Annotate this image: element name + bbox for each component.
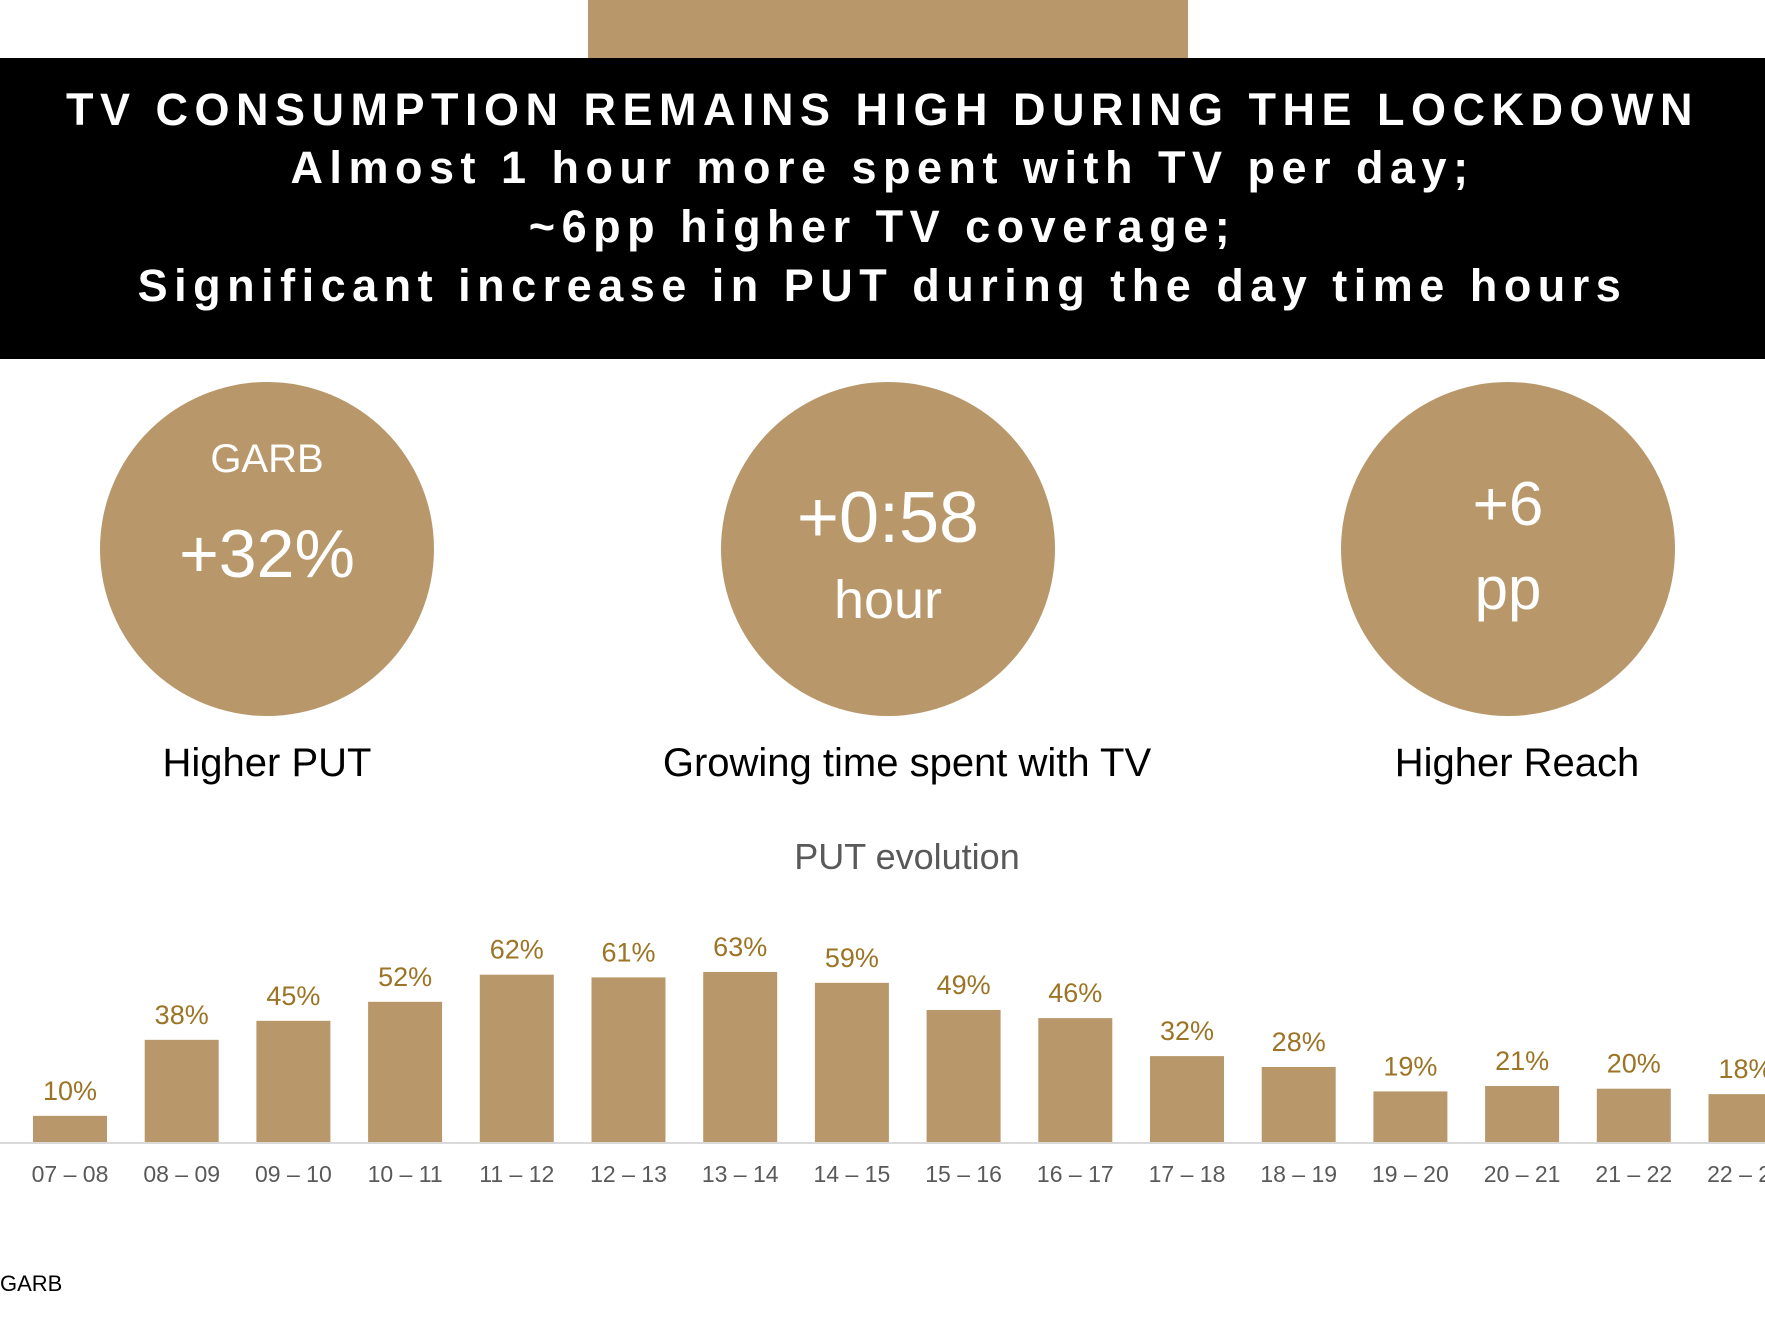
data-label-6: 63% — [713, 932, 767, 962]
data-label-3: 52% — [378, 962, 432, 992]
data-label-10: 32% — [1160, 1016, 1214, 1046]
x-tick-label-15: 22 – 23 — [1707, 1161, 1765, 1187]
bar-3 — [368, 1001, 443, 1143]
bar-9 — [1038, 1018, 1113, 1143]
bar-10 — [1150, 1056, 1224, 1143]
bar-6 — [703, 971, 778, 1143]
kpi-reach-caption: Higher Reach — [1394, 741, 1640, 785]
bar-15 — [1708, 1094, 1765, 1143]
x-tick-label-4: 11 – 12 — [479, 1161, 554, 1187]
top-accent-bar — [588, 0, 1188, 58]
x-tick-label-10: 17 – 18 — [1149, 1161, 1226, 1187]
x-tick-label-12: 19 – 20 — [1372, 1161, 1449, 1187]
page-title: TV CONSUMPTION REMAINS HIGH DURING THE L… — [66, 84, 1699, 135]
bar-12 — [1373, 1091, 1448, 1143]
bars-group: 10% 07 – 08 38% 08 – 09 45% 09 – 10 52% 10 – 11… — [32, 932, 1765, 1187]
bar-4 — [479, 974, 554, 1143]
kpi-put-circle: GARB +32% — [100, 382, 434, 716]
bar-8 — [926, 1009, 1001, 1143]
x-tick-label-11: 18 – 19 — [1260, 1161, 1337, 1187]
bar-2 — [256, 1020, 331, 1143]
bar-13 — [1485, 1085, 1560, 1143]
bar-5 — [591, 977, 666, 1143]
x-tick-label-0: 07 – 08 — [32, 1161, 109, 1187]
x-tick-label-3: 10 – 11 — [368, 1161, 443, 1187]
data-label-14: 20% — [1607, 1049, 1661, 1079]
kpi-time-caption: Growing time spent with TV — [662, 741, 1152, 785]
data-label-12: 19% — [1383, 1051, 1437, 1081]
subtitle-line-3: Significant increase in PUT during the d… — [137, 260, 1628, 311]
bar-14 — [1596, 1088, 1671, 1143]
page-header: TV CONSUMPTION REMAINS HIGH DURING THE L… — [0, 58, 1765, 359]
bar-0 — [33, 1115, 107, 1143]
data-label-15: 18% — [1718, 1054, 1765, 1084]
kpi-reach-value: +6 — [1472, 470, 1544, 539]
x-tick-label-5: 12 – 13 — [590, 1161, 667, 1187]
kpi-time-circle: +0:58 hour — [721, 382, 1055, 716]
subtitle-line-2: ~6pp higher TV coverage; — [528, 201, 1237, 252]
x-tick-label-1: 08 – 09 — [143, 1161, 220, 1187]
kpi-put-source: GARB — [210, 437, 324, 481]
bar-1 — [144, 1039, 219, 1143]
x-tick-label-2: 09 – 10 — [255, 1161, 332, 1187]
put-evolution-chart: 10% 07 – 08 38% 08 – 09 45% 09 – 10 52% 10 – 11… — [0, 932, 1765, 1187]
x-tick-label-6: 13 – 14 — [702, 1161, 779, 1187]
data-label-2: 45% — [266, 981, 320, 1011]
kpi-time-value: +0:58 — [796, 478, 980, 558]
x-tick-label-14: 21 – 22 — [1595, 1161, 1672, 1187]
bar-7 — [814, 982, 889, 1143]
x-tick-label-9: 16 – 17 — [1037, 1161, 1114, 1187]
data-label-1: 38% — [155, 1000, 209, 1030]
kpi-put-caption: Higher PUT — [162, 741, 372, 785]
data-label-11: 28% — [1272, 1027, 1326, 1057]
kpi-reach-circle: +6 pp — [1341, 382, 1675, 716]
chart-title: PUT evolution — [794, 836, 1020, 877]
data-label-7: 59% — [825, 943, 879, 973]
source-note: GARB — [0, 1271, 63, 1296]
subtitle-line-1: Almost 1 hour more spent with TV per day… — [290, 142, 1475, 193]
x-tick-label-8: 15 – 16 — [925, 1161, 1002, 1187]
kpi-reach-unit: pp — [1474, 555, 1542, 622]
bar-11 — [1261, 1066, 1336, 1143]
kpi-put-value: +32% — [179, 516, 355, 592]
data-label-9: 46% — [1048, 978, 1102, 1008]
data-label-5: 61% — [601, 937, 655, 967]
kpi-time-unit: hour — [833, 570, 943, 630]
data-label-0: 10% — [43, 1076, 97, 1106]
data-label-8: 49% — [937, 970, 991, 1000]
x-tick-label-13: 20 – 21 — [1484, 1161, 1561, 1187]
x-tick-label-7: 14 – 15 — [814, 1161, 891, 1187]
data-label-13: 21% — [1495, 1046, 1549, 1076]
data-label-4: 62% — [490, 935, 544, 965]
